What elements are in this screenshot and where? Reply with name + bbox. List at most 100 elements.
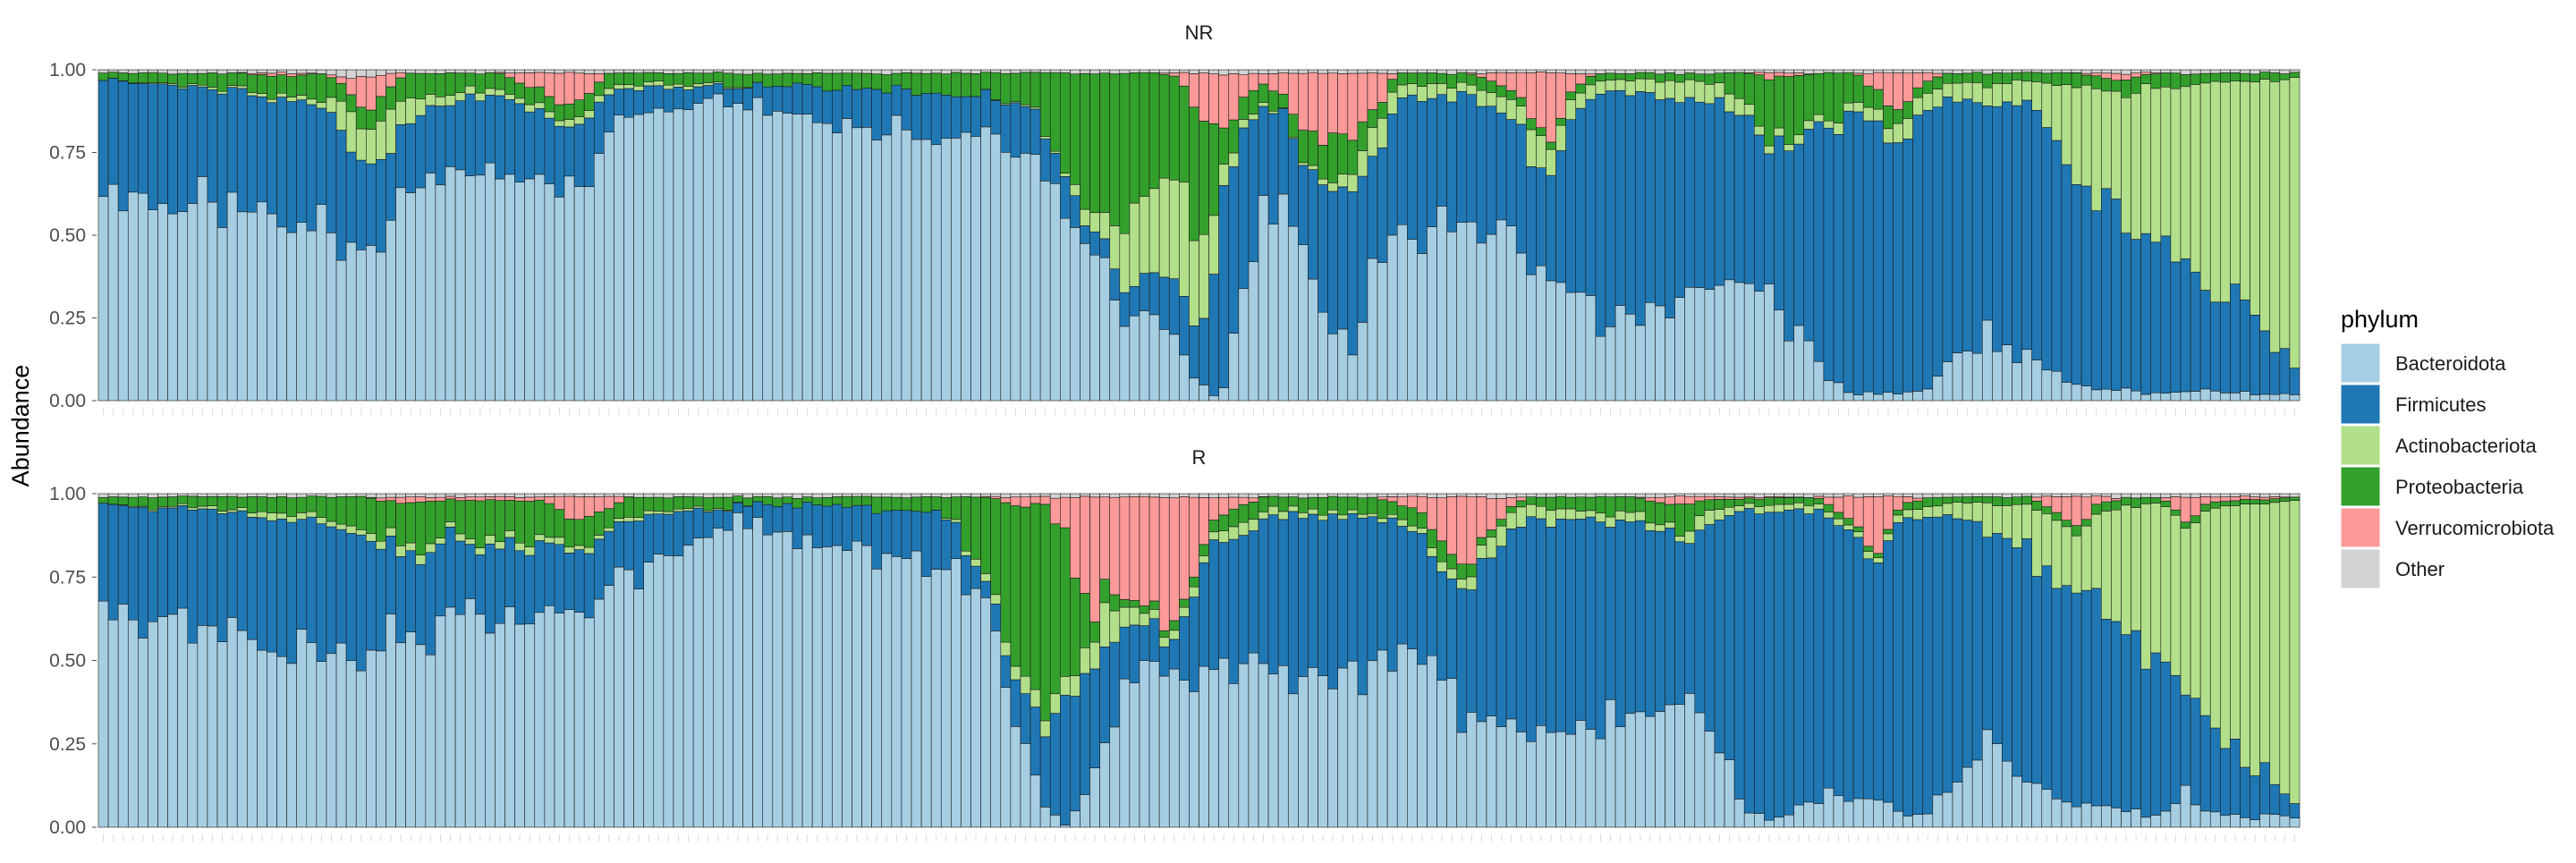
bar-segment-bacteroidota — [1933, 795, 1943, 827]
bar-segment-firmicutes — [842, 507, 852, 550]
bar-segment-other — [1040, 494, 1050, 496]
bar-segment-proteobacteria — [1615, 496, 1625, 511]
bar-segment-proteobacteria — [287, 498, 297, 517]
bar-segment-proteobacteria — [2220, 72, 2230, 81]
bar-segment-firmicutes — [1982, 106, 1992, 320]
bar-segment-proteobacteria — [2290, 72, 2300, 78]
bar-segment-other — [525, 70, 535, 72]
bar-segment-proteobacteria — [475, 74, 485, 93]
bar-segment-firmicutes — [346, 533, 356, 660]
bar-segment-bacteroidota — [1030, 155, 1040, 401]
bar-segment-actinobacteriota — [1943, 83, 1953, 97]
bar-segment-actinobacteriota — [1467, 577, 1477, 590]
bar-segment-firmicutes — [555, 545, 564, 613]
bar-segment-bacteroidota — [1149, 662, 1159, 827]
bar-segment-other — [1615, 494, 1625, 496]
bar-segment-bacteroidota — [1060, 218, 1070, 401]
bar-segment-other — [644, 70, 654, 72]
bar-segment-firmicutes — [574, 550, 584, 613]
bar-segment-bacteroidota — [1705, 732, 1715, 827]
bar-segment-proteobacteria — [257, 74, 267, 93]
bar-segment-firmicutes — [852, 89, 862, 128]
bar-segment-actinobacteriota — [2022, 504, 2032, 539]
bar-segment-firmicutes — [872, 89, 882, 140]
bar-segment-bacteroidota — [2002, 345, 2012, 401]
bar-segment-proteobacteria — [1387, 80, 1397, 92]
bar-segment-firmicutes — [1576, 108, 1586, 292]
bar-segment-bacteroidota — [455, 614, 465, 827]
bar-segment-firmicutes — [594, 539, 604, 599]
bar-segment-proteobacteria — [1863, 546, 1873, 552]
bar-segment-proteobacteria — [1040, 72, 1050, 136]
bar-segment-firmicutes — [545, 118, 555, 183]
bar-segment-proteobacteria — [1804, 74, 1814, 120]
bar-segment-proteobacteria — [1457, 72, 1467, 82]
bar-segment-firmicutes — [1040, 737, 1050, 807]
bar-segment-proteobacteria — [1427, 529, 1436, 548]
bar-segment-actinobacteriota — [2091, 514, 2101, 588]
bar-segment-bacteroidota — [604, 132, 614, 401]
bar-segment-bacteroidota — [1744, 813, 1754, 827]
bar-segment-proteobacteria — [1744, 73, 1754, 105]
bar-segment-proteobacteria — [1219, 128, 1229, 165]
bar-segment-firmicutes — [2200, 715, 2210, 811]
bar-segment-proteobacteria — [346, 95, 356, 112]
bar-segment-other — [713, 494, 723, 497]
bar-segment-proteobacteria — [2190, 74, 2200, 85]
bar-segment-actinobacteriota — [1239, 522, 1249, 535]
bar-segment-firmicutes — [802, 84, 812, 114]
bar-segment-firmicutes — [2290, 368, 2300, 395]
bar-segment-actinobacteriota — [1249, 114, 1258, 120]
bar-segment-verrucomicrobiota — [1536, 72, 1546, 127]
bar-segment-actinobacteriota — [644, 511, 654, 514]
bar-segment-bacteroidota — [674, 109, 683, 401]
bar-segment-actinobacteriota — [1298, 512, 1308, 518]
bar-segment-bacteroidota — [2250, 394, 2260, 401]
bar-segment-bacteroidota — [2210, 391, 2220, 401]
bar-segment-bacteroidota — [148, 622, 157, 827]
bar-segment-actinobacteriota — [604, 528, 614, 531]
bar-segment-other — [693, 494, 703, 497]
bar-segment-firmicutes — [128, 507, 138, 620]
bar-segment-bacteroidota — [1258, 664, 1268, 827]
bar-segment-other — [1665, 494, 1675, 497]
bar-segment-firmicutes — [2111, 622, 2121, 808]
bar-segment-actinobacteriota — [1140, 613, 1149, 626]
bar-segment-bacteroidota — [1100, 258, 1110, 401]
bar-segment-other — [1387, 494, 1397, 496]
bar-segment-actinobacteriota — [307, 512, 317, 517]
bar-segment-firmicutes — [2250, 315, 2260, 394]
bar-segment-actinobacteriota — [1556, 509, 1566, 519]
bar-segment-firmicutes — [2052, 140, 2062, 371]
bar-segment-proteobacteria — [1328, 133, 1338, 183]
bar-segment-bacteroidota — [951, 559, 961, 827]
bar-segment-proteobacteria — [1705, 500, 1715, 511]
bar-segment-proteobacteria — [1903, 503, 1913, 510]
bar-segment-bacteroidota — [832, 133, 842, 401]
bar-segment-other — [1863, 70, 1873, 74]
bar-segment-actinobacteriota — [1873, 109, 1883, 121]
bar-segment-firmicutes — [1397, 97, 1407, 224]
bar-segment-proteobacteria — [1090, 622, 1100, 642]
bar-segment-other — [445, 494, 455, 496]
bar-segment-proteobacteria — [545, 97, 555, 112]
bar-segment-proteobacteria — [1298, 131, 1308, 163]
bar-segment-bacteroidota — [594, 599, 604, 827]
bar-segment-verrucomicrobiota — [1873, 72, 1883, 89]
bar-segment-bacteroidota — [1457, 223, 1467, 401]
bar-segment-other — [574, 70, 584, 73]
bar-segment-other — [604, 494, 614, 496]
bar-segment-firmicutes — [1149, 619, 1159, 662]
bar-segment-bacteroidota — [1715, 753, 1724, 827]
bar-segment-verrucomicrobiota — [277, 72, 287, 75]
bar-segment-proteobacteria — [1229, 509, 1239, 527]
bar-segment-proteobacteria — [406, 73, 416, 98]
bar-segment-firmicutes — [1318, 520, 1328, 676]
bar-segment-bacteroidota — [1814, 804, 1824, 827]
bar-segment-bacteroidota — [1318, 676, 1328, 827]
bar-segment-other — [1080, 494, 1089, 496]
bar-segment-firmicutes — [1705, 104, 1715, 290]
bar-segment-actinobacteriota — [2230, 505, 2240, 739]
bar-segment-actinobacteriota — [2200, 83, 2210, 291]
bar-segment-actinobacteriota — [2171, 515, 2181, 675]
